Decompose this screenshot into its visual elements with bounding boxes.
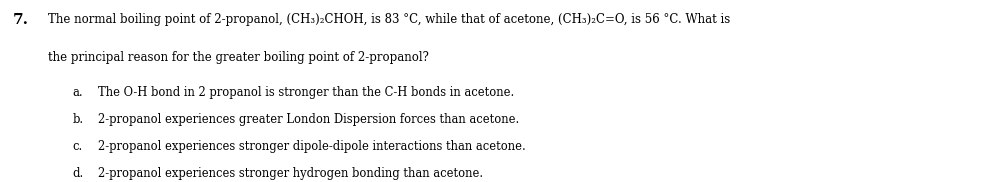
Text: The O-H bond in 2 propanol is stronger than the C-H bonds in acetone.: The O-H bond in 2 propanol is stronger t… xyxy=(98,86,514,98)
Text: a.: a. xyxy=(72,86,83,98)
Text: the principal reason for the greater boiling point of 2-propanol?: the principal reason for the greater boi… xyxy=(48,51,429,64)
Text: 2-propanol experiences greater London Dispersion forces than acetone.: 2-propanol experiences greater London Di… xyxy=(98,113,519,126)
Text: The normal boiling point of 2-propanol, (CH₃)₂CHOH, is 83 °C, while that of acet: The normal boiling point of 2-propanol, … xyxy=(48,13,730,26)
Text: c.: c. xyxy=(72,140,82,153)
Text: 2-propanol experiences stronger dipole-dipole interactions than acetone.: 2-propanol experiences stronger dipole-d… xyxy=(98,140,526,153)
Text: 2-propanol experiences stronger hydrogen bonding than acetone.: 2-propanol experiences stronger hydrogen… xyxy=(98,167,483,180)
Text: b.: b. xyxy=(72,113,83,126)
Text: 7.: 7. xyxy=(13,13,29,27)
Text: d.: d. xyxy=(72,167,83,180)
